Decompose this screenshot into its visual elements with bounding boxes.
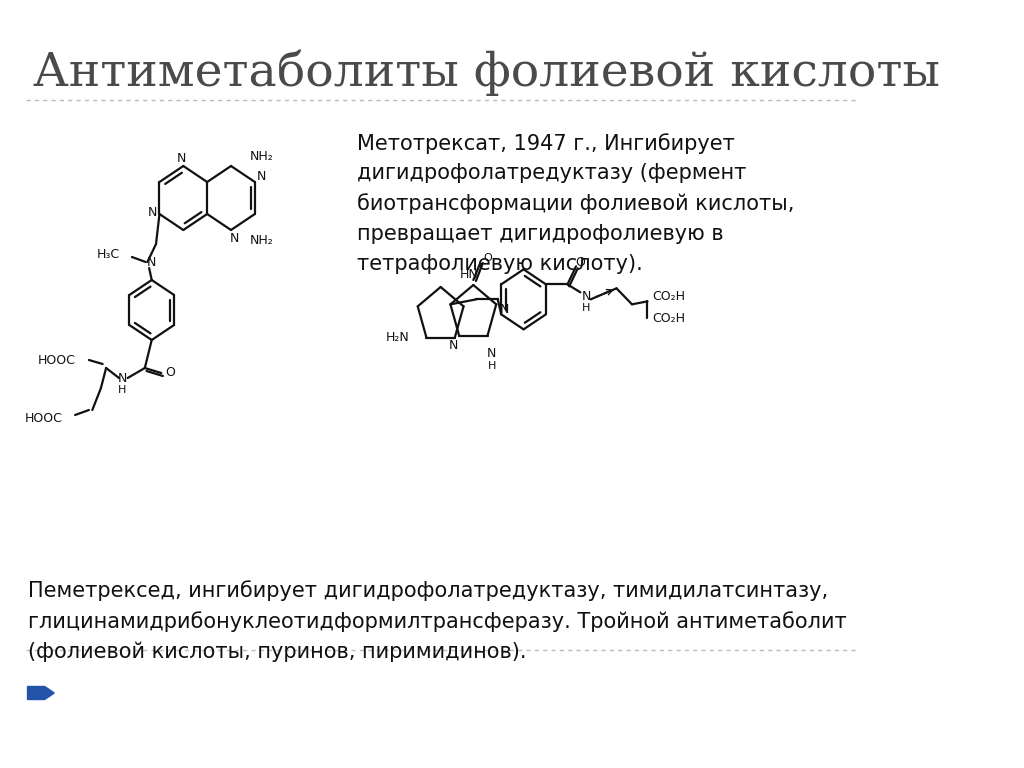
Text: CO₂H: CO₂H — [652, 312, 685, 325]
Text: Метотрексат, 1947 г., Ингибирует
дигидрофолатредуктазу (фермент
биотрансформации: Метотрексат, 1947 г., Ингибирует дигидро… — [357, 133, 795, 273]
FancyArrow shape — [28, 687, 54, 700]
Text: O: O — [575, 256, 586, 269]
Text: N: N — [500, 303, 510, 316]
Text: N: N — [449, 339, 458, 353]
Text: N: N — [118, 372, 127, 385]
Text: N: N — [147, 206, 158, 219]
Text: N: N — [257, 170, 266, 184]
Text: Антиметаболиты фолиевой кислоты: Антиметаболиты фолиевой кислоты — [33, 50, 940, 97]
Text: NH₂: NH₂ — [250, 150, 273, 163]
Text: N: N — [487, 347, 497, 360]
Text: O: O — [165, 366, 175, 379]
Text: CO₂H: CO₂H — [652, 290, 685, 303]
Text: HOOC: HOOC — [38, 353, 76, 366]
Text: N: N — [229, 231, 240, 244]
Text: N: N — [177, 151, 186, 164]
Text: H: H — [487, 361, 496, 371]
Text: N: N — [147, 256, 157, 269]
Text: O: O — [483, 253, 493, 263]
Text: H: H — [583, 303, 591, 313]
Text: NH₂: NH₂ — [250, 233, 273, 247]
Text: Пеметрексед, ингибирует дигидрофолатредуктазу, тимидилатсинтазу,
глицинамидрибон: Пеметрексед, ингибирует дигидрофолатреду… — [28, 580, 846, 662]
Text: H: H — [118, 385, 127, 395]
Text: H₂N: H₂N — [385, 331, 410, 344]
Text: N: N — [582, 290, 591, 303]
Text: HN: HN — [460, 269, 478, 282]
Text: HOOC: HOOC — [25, 412, 62, 425]
Text: H₃C: H₃C — [96, 247, 120, 260]
